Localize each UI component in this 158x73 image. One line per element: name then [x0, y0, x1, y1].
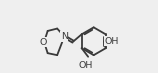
Text: OH: OH [79, 61, 93, 70]
Text: N: N [61, 32, 68, 41]
Text: O: O [40, 38, 47, 47]
Text: OH: OH [104, 37, 119, 46]
